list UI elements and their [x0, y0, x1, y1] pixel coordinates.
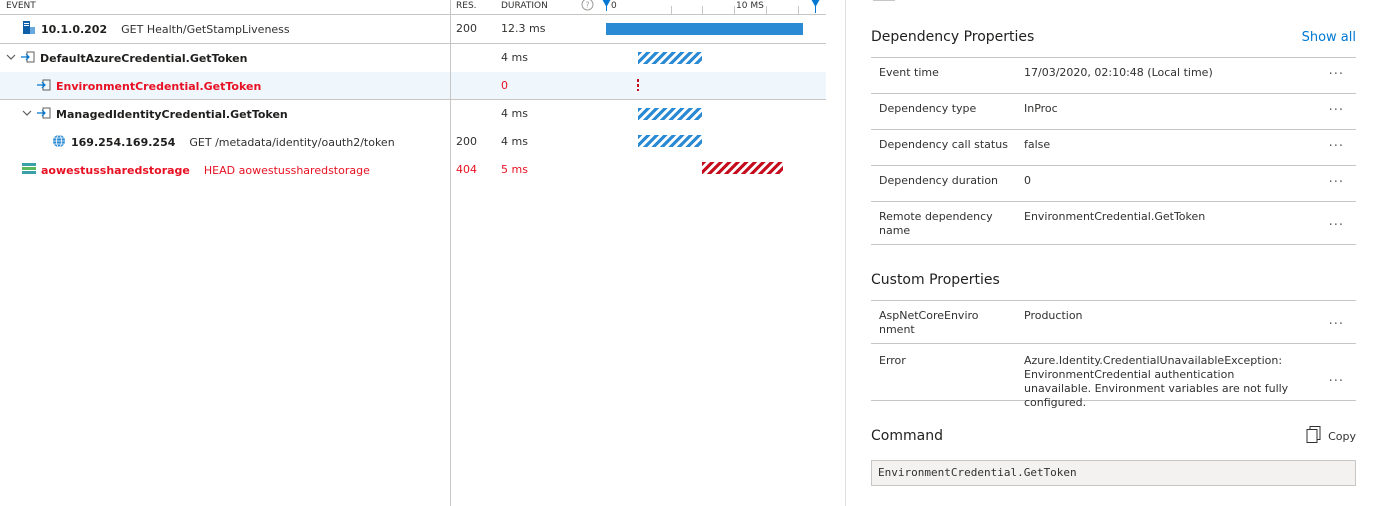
property-row: Dependency duration 0 ···: [871, 166, 1356, 202]
storage-icon: [22, 162, 36, 178]
duration-value: 12.3 ms: [501, 22, 546, 35]
start-marker-icon[interactable]: [602, 0, 611, 14]
properties-panel: Dependency Properties Show all Event tim…: [871, 0, 1356, 506]
panel-top-control[interactable]: [873, 0, 895, 1]
property-key: AspNetCoreEnvironment: [879, 309, 979, 336]
end-marker-icon[interactable]: [811, 0, 820, 16]
duration-value: 4 ms: [501, 135, 528, 148]
more-options-button[interactable]: ···: [1328, 67, 1344, 82]
property-value: Azure.Identity.CredentialUnavailableExce…: [1024, 354, 1289, 409]
header-duration[interactable]: DURATION: [501, 1, 548, 11]
property-key: Remote dependency name: [879, 210, 993, 237]
table-row[interactable]: DefaultAzureCredential.GetToken 4 ms: [0, 44, 826, 72]
property-value: EnvironmentCredential.GetToken: [1024, 210, 1206, 223]
property-value: 17/03/2020, 02:10:48 (Local time): [1024, 66, 1213, 79]
timeline-bar[interactable]: [638, 135, 702, 147]
more-options-button[interactable]: ···: [1328, 317, 1344, 332]
property-row: Remote dependency name EnvironmentCreden…: [871, 202, 1356, 245]
more-options-button[interactable]: ···: [1328, 103, 1344, 118]
property-row: Event time 17/03/2020, 02:10:48 (Local t…: [871, 58, 1356, 94]
property-key: Event time: [879, 66, 939, 79]
property-value: InProc: [1024, 102, 1058, 115]
timeline-bar[interactable]: [638, 108, 702, 120]
timeline-bar[interactable]: [637, 79, 639, 91]
property-value: 0: [1024, 174, 1031, 187]
event-detail: GET /metadata/identity/oauth2/token: [189, 135, 395, 149]
timeline-bar[interactable]: [702, 162, 783, 174]
property-row: AspNetCoreEnvironment Production ···: [871, 301, 1356, 344]
dependency-icon: [21, 51, 35, 66]
server-icon: [22, 20, 36, 38]
more-options-button[interactable]: ···: [1328, 218, 1344, 233]
event-name: 10.1.0.202: [41, 22, 108, 36]
more-options-button[interactable]: ···: [1328, 175, 1344, 190]
event-name: DefaultAzureCredential.GetToken: [40, 51, 248, 65]
show-all-link[interactable]: Show all: [1301, 30, 1356, 45]
event-name: aowestussharedstorage: [41, 163, 190, 177]
event-name: ManagedIdentityCredential.GetToken: [56, 107, 288, 121]
event-detail: GET Health/GetStampLiveness: [121, 22, 290, 36]
header-res[interactable]: RES.: [456, 1, 477, 11]
duration-value: 0: [501, 79, 508, 92]
dependency-properties-table: Event time 17/03/2020, 02:10:48 (Local t…: [871, 57, 1356, 245]
duration-value: 5 ms: [501, 163, 528, 176]
timeline-grid: EVENT RES. DURATION ? 0 10 MS 10.1.0.202…: [0, 0, 826, 184]
column-divider: [450, 0, 451, 506]
event-name: 169.254.169.254: [71, 135, 176, 149]
help-icon[interactable]: ?: [581, 0, 594, 14]
chevron-down-icon[interactable]: [6, 52, 18, 65]
timeline-bar[interactable]: [606, 23, 803, 35]
property-value: false: [1024, 138, 1051, 151]
copy-label: Copy: [1328, 430, 1356, 443]
timeline-bar[interactable]: [638, 52, 702, 64]
event-detail: HEAD aowestussharedstorage: [203, 163, 370, 177]
property-key: Dependency type: [879, 102, 977, 115]
table-row[interactable]: aowestussharedstorage HEAD aowestusshare…: [0, 156, 826, 184]
more-options-button[interactable]: ···: [1328, 139, 1344, 154]
res-code: 200: [456, 22, 477, 35]
tick-label-0: 0: [611, 1, 617, 11]
svg-text:?: ?: [585, 1, 589, 10]
duration-value: 4 ms: [501, 51, 528, 64]
dependency-properties-title: Dependency Properties: [871, 29, 1035, 45]
table-row-selected[interactable]: EnvironmentCredential.GetToken 0: [0, 72, 826, 100]
property-key: Dependency call status: [879, 138, 1008, 151]
table-row[interactable]: ManagedIdentityCredential.GetToken 4 ms: [0, 100, 826, 128]
command-text-box[interactable]: EnvironmentCredential.GetToken: [871, 460, 1356, 486]
property-row: Dependency type InProc ···: [871, 94, 1356, 130]
table-row[interactable]: 169.254.169.254 GET /metadata/identity/o…: [0, 128, 826, 156]
globe-icon: [52, 134, 66, 151]
res-code: 404: [456, 163, 477, 176]
event-name: EnvironmentCredential.GetToken: [56, 79, 262, 93]
panel-divider: [845, 0, 846, 506]
command-title: Command: [871, 428, 943, 444]
grid-header: EVENT RES. DURATION ? 0 10 MS: [0, 0, 826, 15]
dependency-icon: [37, 79, 51, 94]
property-key: Error: [879, 354, 906, 367]
table-row[interactable]: 10.1.0.202 GET Health/GetStampLiveness 2…: [0, 15, 826, 43]
property-row: Dependency call status false ···: [871, 130, 1356, 166]
res-code: 200: [456, 135, 477, 148]
tick-label-10ms: 10 MS: [736, 1, 764, 11]
custom-properties-title: Custom Properties: [871, 272, 1000, 288]
property-row: Error Azure.Identity.CredentialUnavailab…: [871, 344, 1356, 409]
chevron-down-icon[interactable]: [22, 108, 34, 121]
copy-icon: [1306, 426, 1322, 447]
more-options-button[interactable]: ···: [1328, 374, 1344, 389]
duration-value: 4 ms: [501, 107, 528, 120]
dependency-icon: [37, 107, 51, 122]
header-event[interactable]: EVENT: [6, 1, 36, 11]
property-key: Dependency duration: [879, 174, 999, 187]
property-value: Production: [1024, 309, 1083, 322]
copy-button[interactable]: Copy: [1306, 426, 1356, 447]
custom-properties-table: AspNetCoreEnvironment Production ··· Err…: [871, 300, 1356, 409]
